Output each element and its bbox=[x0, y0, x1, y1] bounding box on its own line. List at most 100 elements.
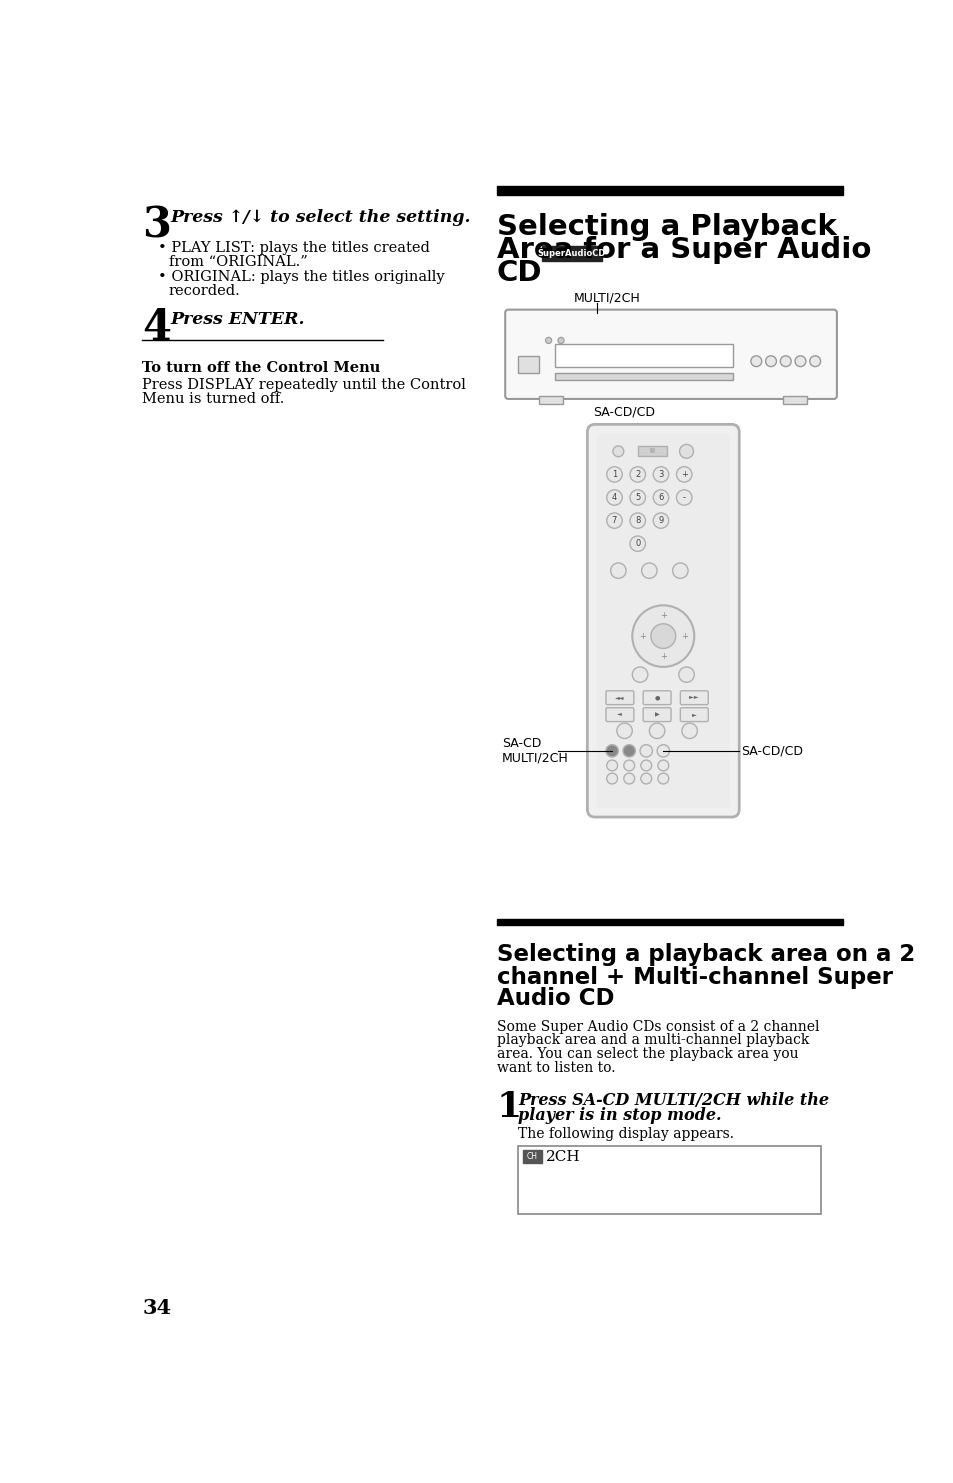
Text: SuperAudioCD: SuperAudioCD bbox=[537, 249, 605, 258]
Bar bbox=[538, 396, 562, 403]
Text: Menu is turned off.: Menu is turned off. bbox=[142, 392, 285, 406]
Bar bbox=[517, 1146, 820, 1213]
Text: 3: 3 bbox=[658, 470, 663, 479]
Circle shape bbox=[650, 624, 675, 648]
FancyBboxPatch shape bbox=[596, 433, 729, 808]
Text: 6: 6 bbox=[658, 492, 663, 503]
Text: Audio CD: Audio CD bbox=[497, 988, 614, 1010]
Circle shape bbox=[679, 445, 693, 458]
Text: • PLAY LIST: plays the titles created: • PLAY LIST: plays the titles created bbox=[158, 242, 430, 255]
Circle shape bbox=[610, 564, 625, 578]
Text: ◄: ◄ bbox=[616, 712, 622, 718]
Circle shape bbox=[765, 356, 776, 366]
Bar bbox=[555, 372, 732, 381]
Circle shape bbox=[629, 513, 645, 528]
Text: 1: 1 bbox=[611, 470, 617, 479]
Text: 1: 1 bbox=[497, 1090, 521, 1124]
Circle shape bbox=[545, 337, 551, 344]
Circle shape bbox=[640, 761, 651, 771]
Text: player is in stop mode.: player is in stop mode. bbox=[517, 1108, 721, 1124]
Circle shape bbox=[606, 761, 617, 771]
Circle shape bbox=[632, 605, 694, 667]
Text: 9: 9 bbox=[658, 516, 663, 525]
Circle shape bbox=[606, 467, 621, 482]
Circle shape bbox=[639, 744, 652, 756]
Circle shape bbox=[676, 467, 691, 482]
Text: channel + Multi-channel Super: channel + Multi-channel Super bbox=[497, 965, 892, 989]
FancyBboxPatch shape bbox=[605, 691, 633, 704]
Text: ◄◄: ◄◄ bbox=[615, 696, 624, 700]
FancyBboxPatch shape bbox=[605, 707, 633, 722]
Circle shape bbox=[606, 773, 617, 785]
FancyBboxPatch shape bbox=[505, 310, 836, 399]
Text: 4: 4 bbox=[142, 307, 172, 350]
Text: CD: CD bbox=[497, 260, 541, 286]
Text: Press ↑/↓ to select the setting.: Press ↑/↓ to select the setting. bbox=[171, 209, 471, 225]
Circle shape bbox=[676, 489, 691, 506]
Text: +: + bbox=[680, 632, 687, 641]
Circle shape bbox=[641, 564, 657, 578]
Text: Press SA-CD MULTI/2CH while the: Press SA-CD MULTI/2CH while the bbox=[517, 1091, 828, 1109]
Text: Some Super Audio CDs consist of a 2 channel: Some Super Audio CDs consist of a 2 chan… bbox=[497, 1020, 819, 1034]
Text: recorded.: recorded. bbox=[169, 285, 240, 298]
Circle shape bbox=[658, 773, 668, 785]
Circle shape bbox=[679, 667, 694, 682]
Text: -: - bbox=[682, 492, 685, 503]
Circle shape bbox=[653, 489, 668, 506]
Circle shape bbox=[794, 356, 805, 366]
Circle shape bbox=[558, 337, 563, 344]
Circle shape bbox=[629, 467, 645, 482]
Circle shape bbox=[750, 356, 760, 366]
Text: CH: CH bbox=[526, 1152, 537, 1161]
Circle shape bbox=[658, 761, 668, 771]
Text: area. You can select the playback area you: area. You can select the playback area y… bbox=[497, 1047, 798, 1062]
Circle shape bbox=[672, 564, 687, 578]
Text: want to listen to.: want to listen to. bbox=[497, 1062, 615, 1075]
Text: The following display appears.: The following display appears. bbox=[517, 1127, 734, 1142]
Circle shape bbox=[605, 744, 618, 756]
Circle shape bbox=[681, 724, 697, 739]
Circle shape bbox=[653, 467, 668, 482]
Text: 3: 3 bbox=[142, 205, 172, 246]
Text: 2CH: 2CH bbox=[546, 1149, 580, 1164]
Text: Press ENTER.: Press ENTER. bbox=[171, 311, 305, 328]
Circle shape bbox=[809, 356, 820, 366]
Bar bbox=[497, 918, 842, 925]
Text: Selecting a Playback: Selecting a Playback bbox=[497, 212, 836, 240]
Text: SA-CD: SA-CD bbox=[501, 737, 541, 750]
Text: ►: ► bbox=[691, 712, 696, 718]
FancyBboxPatch shape bbox=[587, 424, 739, 817]
Text: 0: 0 bbox=[635, 540, 639, 549]
Text: +: + bbox=[639, 632, 645, 641]
Text: SA-CD/CD: SA-CD/CD bbox=[593, 405, 655, 418]
Circle shape bbox=[640, 773, 651, 785]
Text: Area for a Super Audio: Area for a Super Audio bbox=[497, 236, 870, 264]
FancyBboxPatch shape bbox=[642, 691, 670, 704]
Text: • ORIGINAL: plays the titles originally: • ORIGINAL: plays the titles originally bbox=[158, 270, 444, 285]
Text: III: III bbox=[649, 448, 655, 454]
Circle shape bbox=[617, 724, 632, 739]
Circle shape bbox=[780, 356, 790, 366]
Bar bbox=[517, 356, 538, 372]
Circle shape bbox=[657, 744, 669, 756]
Circle shape bbox=[649, 724, 664, 739]
Circle shape bbox=[632, 667, 647, 682]
Circle shape bbox=[622, 744, 635, 756]
Bar bbox=[522, 1151, 541, 1163]
Circle shape bbox=[629, 535, 645, 552]
Text: +: + bbox=[659, 611, 666, 620]
Text: 7: 7 bbox=[611, 516, 617, 525]
Bar bbox=[637, 446, 666, 455]
Circle shape bbox=[653, 513, 668, 528]
Text: Press DISPLAY repeatedly until the Control: Press DISPLAY repeatedly until the Contr… bbox=[142, 378, 466, 392]
Text: 4: 4 bbox=[611, 492, 617, 503]
Text: ▶: ▶ bbox=[654, 712, 659, 718]
Text: ►►: ►► bbox=[688, 696, 700, 700]
FancyBboxPatch shape bbox=[679, 707, 707, 722]
Text: 5: 5 bbox=[635, 492, 639, 503]
Bar bbox=[497, 187, 842, 194]
Text: MULTI/2CH: MULTI/2CH bbox=[501, 752, 568, 764]
Text: ●: ● bbox=[654, 696, 659, 700]
Circle shape bbox=[623, 773, 634, 785]
Circle shape bbox=[612, 446, 623, 457]
